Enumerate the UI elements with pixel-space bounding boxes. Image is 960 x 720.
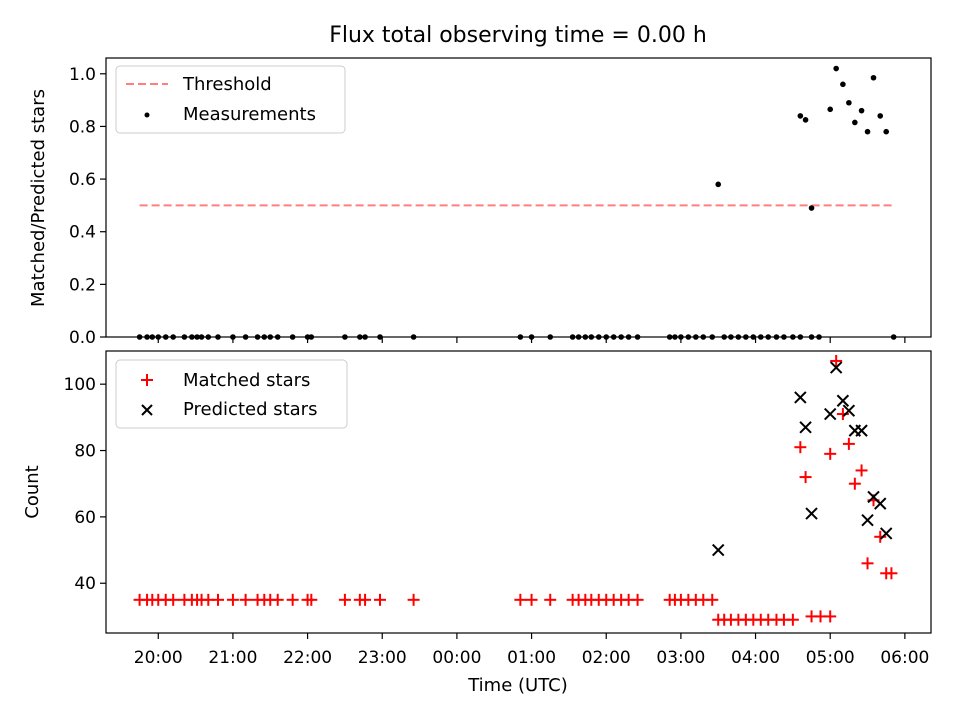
measurement-point bbox=[808, 205, 815, 211]
measurement-point bbox=[852, 119, 858, 126]
top-legend: Threshold Measurements bbox=[115, 65, 346, 134]
predicted-star-point bbox=[861, 513, 874, 527]
matched-star-point bbox=[374, 593, 387, 606]
matched-star-point bbox=[226, 593, 239, 606]
bottom-yticks: 40 60 80 100 bbox=[64, 375, 106, 594]
top-ylabel: Matched/Predicted stars bbox=[28, 89, 49, 307]
matched-star-point bbox=[338, 593, 351, 606]
matched-legend-label: Matched stars bbox=[183, 370, 310, 391]
matched-star-point bbox=[631, 593, 644, 606]
matched-star-point bbox=[211, 593, 224, 606]
predicted-star-point bbox=[874, 497, 887, 510]
top-ytick-label: 0.4 bbox=[69, 223, 96, 243]
matched-star-point bbox=[799, 471, 812, 484]
predicted-star-point bbox=[794, 391, 807, 404]
matched-star-point bbox=[848, 477, 861, 490]
top-ytick-label: 0.0 bbox=[69, 328, 96, 348]
matched-legend-marker bbox=[141, 374, 153, 386]
bottom-xtick-label: 05:00 bbox=[806, 648, 855, 668]
matched-star-point bbox=[842, 437, 855, 450]
measurement-point bbox=[864, 128, 871, 135]
top-panel: 0.0 0.2 0.4 0.6 0.8 1.0 Matched/Predicted sta… bbox=[28, 57, 932, 348]
matched-star-point bbox=[239, 593, 252, 606]
matched-star-point bbox=[286, 593, 299, 606]
measurements-legend-marker bbox=[144, 112, 150, 118]
threshold-legend-label: Threshold bbox=[182, 74, 272, 95]
bottom-xtick-label: 01:00 bbox=[507, 648, 556, 668]
top-ytick-label: 0.6 bbox=[69, 170, 96, 190]
predicted-star-point bbox=[842, 404, 856, 417]
measurement-point bbox=[877, 113, 884, 119]
bottom-ytick-label: 80 bbox=[74, 442, 96, 462]
predicted-star-point bbox=[879, 527, 893, 540]
bottom-xtick-label: 00:00 bbox=[432, 648, 481, 668]
bottom-xtick-label: 04:00 bbox=[731, 648, 780, 668]
predicted-star-point bbox=[805, 507, 818, 520]
bottom-xtick-label: 02:00 bbox=[582, 648, 631, 668]
bottom-ytick-label: 60 bbox=[74, 508, 96, 528]
measurement-point bbox=[715, 181, 722, 188]
matched-star-point bbox=[514, 593, 527, 606]
matched-star-point bbox=[706, 593, 719, 606]
bottom-xtick-label: 20:00 bbox=[134, 648, 183, 668]
predicted-star-point bbox=[824, 407, 837, 421]
measurement-point bbox=[846, 99, 852, 106]
measurement-point bbox=[840, 81, 846, 88]
matched-star-point bbox=[794, 441, 807, 454]
chart-title: Flux total observing time = 0.00 h bbox=[329, 23, 707, 48]
bottom-ytick-label: 40 bbox=[74, 574, 96, 594]
bottom-ylabel: Count bbox=[22, 465, 43, 518]
measurements-legend-label: Measurements bbox=[183, 104, 316, 125]
bottom-xtick-label: 03:00 bbox=[656, 648, 705, 668]
predicted-star-point bbox=[829, 361, 843, 374]
matched-star-point bbox=[407, 593, 420, 606]
matched-star-point bbox=[885, 567, 898, 580]
bottom-xtick-label: 22:00 bbox=[283, 648, 332, 668]
measurement-point bbox=[797, 113, 804, 119]
bottom-xlabel: Time (UTC) bbox=[467, 675, 568, 696]
bottom-xtick-label: 06:00 bbox=[880, 648, 929, 668]
matched-star-point bbox=[167, 593, 180, 606]
measurement-point bbox=[858, 107, 865, 114]
predicted-star-point bbox=[799, 421, 812, 434]
top-xticks bbox=[157, 337, 906, 343]
matched-star-point bbox=[824, 447, 837, 460]
bottom-xticks: 20:00 21:00 22:00 23:00 00:00 01:00 02:00 03:00… bbox=[134, 633, 929, 668]
measurement-point bbox=[883, 128, 890, 135]
bottom-ytick-label: 100 bbox=[64, 375, 96, 395]
bottom-panel: 40 60 80 100 20:00 21:00 22:00 23:00 00:00 01:00… bbox=[22, 350, 932, 696]
measurement-point bbox=[802, 117, 809, 123]
predicted-legend-marker bbox=[141, 404, 153, 416]
matched-star-point bbox=[525, 593, 538, 606]
top-legend-box bbox=[115, 65, 346, 134]
bottom-xtick-label: 21:00 bbox=[208, 648, 257, 668]
matched-star-point bbox=[855, 464, 868, 477]
measurement-point bbox=[827, 106, 834, 113]
bottom-legend: Matched stars Predicted stars bbox=[115, 359, 348, 429]
matched-star-point bbox=[359, 593, 372, 606]
predicted-legend-label: Predicted stars bbox=[183, 399, 317, 420]
bottom-xtick-label: 23:00 bbox=[358, 648, 407, 668]
top-ytick-label: 1.0 bbox=[69, 65, 96, 85]
matched-star-point bbox=[544, 593, 557, 606]
measurement-point bbox=[870, 74, 877, 81]
matched-star-point bbox=[824, 610, 837, 623]
predicted-star-point bbox=[712, 543, 725, 557]
top-ytick-label: 0.8 bbox=[69, 117, 96, 137]
matched-star-point bbox=[305, 593, 318, 606]
bottom-axes-frame bbox=[105, 350, 932, 634]
top-yticks: 0.0 0.2 0.4 0.6 0.8 1.0 bbox=[69, 65, 106, 348]
matched-star-point bbox=[830, 354, 843, 367]
matched-star-point bbox=[786, 613, 799, 626]
matched-star-point bbox=[861, 557, 874, 570]
bottom-marks bbox=[133, 354, 898, 626]
predicted-star-point bbox=[836, 394, 850, 407]
measurement-point bbox=[833, 65, 839, 72]
matched-star-point bbox=[271, 593, 284, 606]
bottom-legend-box bbox=[115, 359, 348, 429]
predicted-star-point bbox=[855, 424, 868, 437]
top-axes-frame bbox=[105, 57, 932, 338]
top-ytick-label: 0.2 bbox=[69, 275, 96, 295]
